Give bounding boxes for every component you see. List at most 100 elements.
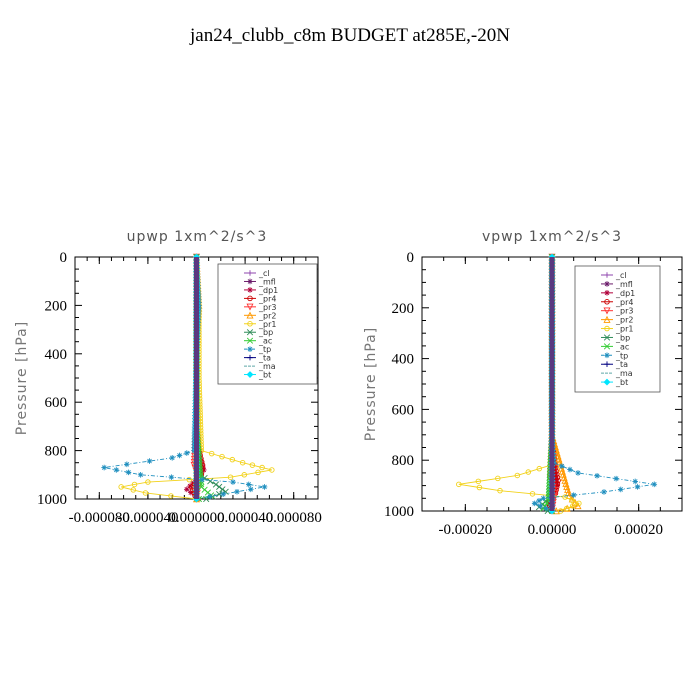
data-point xyxy=(536,465,543,472)
data-point xyxy=(563,505,570,512)
chart-panel-upwp: upwp 1xm^2/s^3 Pressure [hPa] 0 200 400 600 80… xyxy=(14,229,322,526)
y-tick-label: 200 xyxy=(45,298,68,314)
data-point xyxy=(632,478,638,485)
data-point xyxy=(188,489,194,496)
data-point xyxy=(601,489,607,495)
data-point xyxy=(554,474,561,481)
legend: _cl_mfl_dp1_pr4_pr3_pr2_pr1_bp_ac_tp_ta_… xyxy=(574,265,661,393)
legend-marker xyxy=(247,354,253,361)
legend-marker xyxy=(247,270,253,276)
data-point xyxy=(559,463,565,469)
legend-marker xyxy=(247,295,253,302)
legend-label: _ma xyxy=(615,369,633,378)
data-point xyxy=(199,476,205,483)
legend-label: _pr1 xyxy=(615,325,633,334)
data-point xyxy=(183,450,190,456)
legend-marker xyxy=(246,303,254,311)
figure-title: jan24_clubb_c8m BUDGET at285E,-20N xyxy=(189,25,510,46)
data-point xyxy=(118,484,124,490)
y-tick-label: 200 xyxy=(392,301,415,317)
legend-marker xyxy=(603,315,611,323)
data-point xyxy=(216,483,223,491)
legend-label: _ta xyxy=(615,360,628,369)
data-point xyxy=(575,470,581,476)
data-point xyxy=(543,505,550,512)
legend-label: _pr4 xyxy=(615,298,633,307)
legend-label: _pr3 xyxy=(615,307,633,316)
legend-marker xyxy=(247,278,253,285)
data-point xyxy=(219,486,226,493)
legend-label: _dp1 xyxy=(258,286,278,295)
legend-label: _pr2 xyxy=(258,311,276,320)
data-point xyxy=(569,497,575,503)
data-point xyxy=(555,477,561,484)
legend-marker xyxy=(604,290,610,296)
data-point xyxy=(269,467,275,473)
legend-marker xyxy=(604,281,610,287)
data-point xyxy=(476,484,483,491)
data-point xyxy=(540,495,547,502)
y-tick-label: 0 xyxy=(60,250,68,266)
legend-label: _tp xyxy=(615,351,628,360)
data-point xyxy=(594,472,600,479)
data-point xyxy=(234,488,240,495)
data-point xyxy=(241,472,248,478)
data-point xyxy=(567,466,573,473)
data-point xyxy=(146,458,153,464)
y-tick-label: 0 xyxy=(407,250,415,266)
data-point xyxy=(259,464,265,471)
x-tick-label: -0.000040 xyxy=(117,510,178,526)
data-point xyxy=(537,503,544,509)
data-point xyxy=(187,483,193,489)
data-point xyxy=(239,459,246,466)
data-point xyxy=(245,481,252,488)
x-tick-label: 0.000080 xyxy=(266,510,322,526)
x-tick-label: -0.00020 xyxy=(438,522,492,538)
data-point xyxy=(557,508,564,514)
data-point xyxy=(176,452,183,459)
data-point xyxy=(113,467,120,473)
legend-marker xyxy=(246,329,254,336)
legend-marker xyxy=(604,272,610,278)
y-tick-label: 400 xyxy=(392,352,415,368)
data-point xyxy=(525,469,532,475)
data-point xyxy=(536,498,542,504)
legend-label: _bp xyxy=(258,328,273,337)
data-point xyxy=(186,476,192,483)
data-point xyxy=(131,481,138,488)
data-point xyxy=(230,479,236,485)
data-point xyxy=(531,500,538,507)
y-tick-label: 600 xyxy=(45,395,68,411)
data-point xyxy=(562,494,568,500)
series-line xyxy=(458,257,580,512)
x-tick-label: -0.000080 xyxy=(69,510,130,526)
data-point xyxy=(249,462,256,468)
legend-label: _ma xyxy=(258,362,276,371)
legend-marker xyxy=(246,337,254,344)
legend-marker xyxy=(246,311,254,319)
legend-label: _tp xyxy=(258,345,271,354)
panel-title: upwp 1xm^2/s^3 xyxy=(127,229,268,245)
legend-marker xyxy=(604,299,610,305)
legend-marker xyxy=(604,352,610,359)
legend-label: _pr1 xyxy=(258,320,276,329)
legend-box xyxy=(574,265,661,393)
legend-label: _mfl xyxy=(615,280,633,289)
data-point xyxy=(576,500,582,507)
legend-marker xyxy=(603,343,611,350)
legend-marker xyxy=(246,371,254,378)
data-point xyxy=(207,493,213,500)
y-axis-label: Pressure [hPa] xyxy=(14,321,30,435)
data-point xyxy=(613,475,619,482)
data-point xyxy=(570,503,576,509)
legend-label: _mfl xyxy=(258,277,276,286)
y-axis-label: Pressure [hPa] xyxy=(363,327,379,441)
x-tick-label: 0.00000 xyxy=(528,522,577,538)
data-point xyxy=(168,493,174,499)
data-point xyxy=(475,478,482,485)
y-tick-label: 800 xyxy=(392,453,415,469)
legend-marker xyxy=(247,321,253,327)
data-point xyxy=(168,474,175,481)
legend-label: _cl xyxy=(258,269,270,278)
data-point xyxy=(220,491,227,497)
